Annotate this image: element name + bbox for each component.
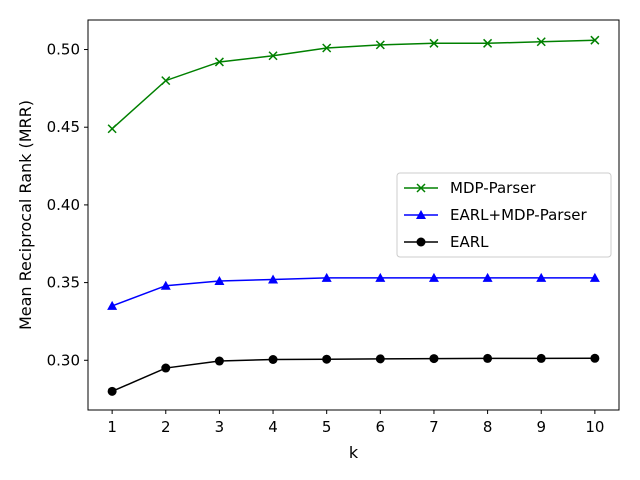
data-point [160, 280, 171, 290]
data-point [321, 272, 332, 282]
x-tick-label: 3 [215, 418, 225, 436]
data-point [107, 124, 117, 134]
data-point [161, 76, 171, 86]
x-tick-label: 5 [322, 418, 332, 436]
legend: MDP-Parser EARL+MDP-Parser EARL [396, 172, 612, 258]
data-point [375, 40, 385, 50]
legend-item: EARL [404, 233, 489, 251]
series-layer [107, 35, 600, 396]
data-point [483, 353, 493, 363]
x-tick-label: 1 [107, 418, 117, 436]
data-point [107, 300, 118, 310]
data-point [268, 355, 278, 365]
data-point [214, 57, 224, 67]
data-point [375, 272, 386, 282]
data-point [589, 272, 600, 282]
x-tick-label: 8 [483, 418, 493, 436]
legend-marker [416, 210, 426, 219]
legend-label: MDP-Parser [450, 179, 536, 197]
data-point [428, 272, 439, 282]
y-tick-label: 0.30 [47, 351, 80, 369]
data-point [268, 274, 279, 284]
data-point [590, 35, 600, 45]
x-tick-label: 7 [429, 418, 439, 436]
x-tick-label: 4 [268, 418, 278, 436]
data-point [536, 37, 546, 47]
plot-frame [87, 19, 620, 411]
x-axis-label: k [349, 443, 359, 462]
data-point [268, 51, 278, 61]
y-tick-label: 0.40 [47, 196, 80, 214]
series-earl-mdp-parser [107, 272, 600, 310]
y-tick-label: 0.50 [47, 41, 80, 59]
legend-item: MDP-Parser [404, 179, 536, 197]
data-point [214, 276, 225, 286]
data-point [107, 386, 117, 396]
legend-box [396, 172, 612, 258]
x-axis: 1 2 3 4 5 6 7 8 9 10 [107, 410, 604, 436]
legend-label: EARL [450, 233, 489, 251]
series-earl [107, 353, 600, 396]
y-axis: 0.30 0.35 0.40 0.45 0.50 [47, 41, 88, 369]
x-tick-label: 6 [376, 418, 386, 436]
x-tick-label: 9 [536, 418, 546, 436]
data-point [590, 353, 600, 363]
data-point [483, 38, 493, 48]
data-point [214, 356, 224, 366]
x-tick-label: 10 [585, 418, 604, 436]
data-point [429, 354, 439, 364]
data-point [429, 38, 439, 48]
legend-label: EARL+MDP-Parser [450, 206, 587, 224]
data-point [161, 363, 171, 373]
x-tick-label: 2 [161, 418, 171, 436]
y-axis-label: Mean Reciprocal Rank (MRR) [16, 100, 35, 330]
series-line [111, 39, 595, 130]
data-point [482, 272, 493, 282]
data-point [322, 354, 332, 364]
y-tick-label: 0.45 [47, 118, 80, 136]
series-line [111, 357, 595, 393]
legend-item: EARL+MDP-Parser [404, 206, 587, 224]
legend-marker [416, 237, 426, 247]
data-point [322, 43, 332, 53]
legend-marker [416, 183, 426, 193]
series-line [111, 277, 595, 307]
data-point [536, 272, 547, 282]
series-mdp-parser [107, 35, 600, 134]
y-tick-label: 0.35 [47, 274, 80, 292]
data-point [536, 353, 546, 363]
data-point [375, 354, 385, 364]
